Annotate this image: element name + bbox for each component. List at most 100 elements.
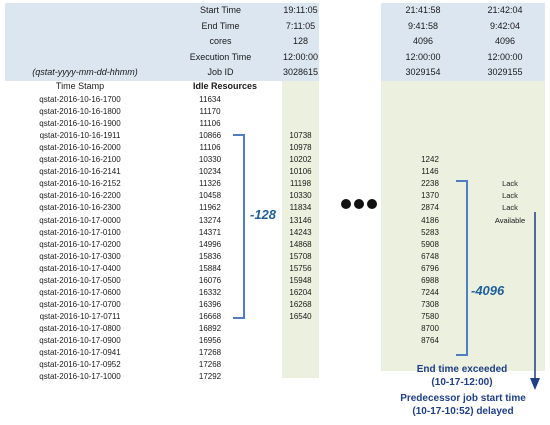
row-job3 (485, 117, 535, 130)
job2-exec: 12:00:00 (405, 51, 441, 62)
meta-label-exec: Execution Time (189, 51, 252, 62)
row-timestamp: qstat-2016-10-17-0800 (39, 323, 121, 333)
timestamp-header: Time Stamp (55, 81, 105, 91)
row-job2: 1370 (421, 191, 439, 201)
row-job1: 15756 (289, 263, 312, 273)
row-idle: 17268 (198, 348, 222, 358)
row-job2: 1146 (421, 167, 439, 177)
row-timestamp: qstat-2016-10-17-0500 (39, 275, 121, 285)
row-job1 (282, 105, 319, 118)
row-job2 (400, 141, 460, 154)
meta-label-cores: cores (209, 36, 232, 46)
row-job1: 16540 (289, 311, 312, 321)
job3-col-bg (465, 81, 545, 371)
row-idle: 11170 (199, 107, 221, 117)
job3-id: 3029155 (487, 67, 523, 77)
delta-128-label: -128 (250, 207, 277, 222)
job1-exec: 12:00:00 (282, 51, 319, 62)
job1-col-bg (282, 81, 319, 378)
row-job1: 10330 (289, 191, 312, 201)
row-timestamp: qstat-2016-10-17-0900 (39, 336, 121, 345)
bracket-128 (233, 134, 245, 319)
row-timestamp: qstat-2016-10-17-0952 (39, 360, 121, 370)
predecessor-delay-line2: (10-17-10:52) delayed (412, 406, 514, 417)
row-timestamp: qstat-2016-10-17-0700 (39, 299, 121, 309)
row-timestamp: qstat-2016-10-16-2100 (39, 155, 121, 165)
job3-end: 9:42:04 (489, 20, 521, 31)
predecessor-delay-note: Predecessor job start time (10-17-10:52)… (383, 392, 543, 418)
row-job1 (282, 117, 319, 130)
job2-cores: 4096 (412, 36, 434, 46)
row-idle: 10866 (198, 131, 222, 141)
row-job1 (282, 346, 319, 359)
row-idle: 15836 (198, 251, 222, 261)
row-timestamp: qstat-2016-10-16-2152 (39, 179, 121, 189)
row-job2 (400, 105, 460, 118)
delay-arrow (530, 212, 540, 390)
row-timestamp: qstat-2016-10-16-2300 (39, 203, 121, 213)
row-job1: 10738 (289, 131, 312, 141)
row-job3 (485, 165, 535, 178)
row-job1: 16268 (289, 299, 312, 309)
row-job1: 10202 (289, 155, 312, 165)
predecessor-delay-line1: Predecessor job start time (400, 393, 526, 404)
row-timestamp: qstat-2016-10-16-2000 (39, 143, 121, 153)
row-idle: 17268 (198, 360, 222, 370)
job1-id: 3028615 (282, 67, 319, 77)
row-job2: 5283 (421, 227, 439, 237)
end-time-exceeded-line1: End time exceeded (416, 364, 508, 375)
row-job1 (282, 322, 319, 335)
row-timestamp: qstat-2016-10-17-0941 (39, 348, 121, 358)
row-timestamp: qstat-2016-10-16-1800 (39, 107, 121, 117)
row-job2: 7580 (421, 311, 439, 321)
row-idle: 11326 (199, 179, 221, 189)
row-job3 (485, 105, 535, 118)
row-idle: 17292 (198, 372, 222, 382)
row-idle: 10234 (198, 167, 222, 177)
row-idle: 16076 (198, 275, 222, 285)
row-job3 (485, 153, 535, 166)
row-idle: 16396 (198, 299, 222, 309)
job1-end: 7:11:05 (285, 20, 316, 31)
row-job1 (282, 334, 319, 347)
job3-exec: 12:00:00 (487, 51, 523, 62)
row-idle: 14371 (198, 227, 222, 237)
row-job1 (282, 93, 319, 106)
row-job2: 4186 (421, 215, 439, 225)
row-job2: 8700 (421, 323, 439, 333)
meta-label-end: End Time (201, 20, 240, 31)
row-idle: 16668 (198, 311, 222, 321)
ellipsis-dot-2 (354, 199, 364, 209)
row-timestamp: qstat-2016-10-17-1000 (39, 372, 121, 382)
row-timestamp: qstat-2016-10-17-0600 (39, 287, 121, 297)
row-timestamp: qstat-2016-10-17-0000 (39, 215, 121, 225)
row-job1: 14243 (289, 227, 312, 237)
row-job1 (282, 370, 319, 383)
row-timestamp: qstat-2016-10-17-0200 (39, 239, 121, 249)
row-job1: 15708 (289, 251, 312, 261)
row-timestamp: qstat-2016-10-17-0711 (39, 311, 121, 321)
row-idle: 16956 (198, 336, 222, 345)
job2-id: 3029154 (405, 67, 441, 77)
row-job1: 10978 (289, 143, 312, 153)
job2-col-bg (381, 81, 465, 371)
row-job1: 11198 (289, 179, 312, 189)
job1-start: 19:11:05 (283, 5, 318, 15)
row-idle: 13274 (198, 215, 222, 225)
meta-label-start: Start Time (199, 5, 241, 15)
row-job3: Lack (502, 179, 518, 189)
row-job2 (400, 346, 460, 359)
row-job1: 11834 (289, 203, 312, 213)
row-idle: 11106 (199, 119, 221, 129)
row-idle: 11962 (199, 203, 221, 213)
row-job1: 14868 (289, 239, 312, 249)
ellipsis-dot-3 (367, 199, 377, 209)
row-timestamp: qstat-2016-10-16-1911 (39, 131, 121, 141)
idle-header: Idle Resources (192, 81, 258, 91)
row-job2: 7244 (421, 287, 439, 297)
meta-label-id: Job ID (207, 67, 234, 77)
row-idle: 10330 (198, 155, 222, 165)
row-job1: 13146 (289, 215, 312, 225)
row-timestamp: qstat-2016-10-17-0100 (39, 227, 121, 237)
row-job2: 6988 (421, 275, 439, 285)
